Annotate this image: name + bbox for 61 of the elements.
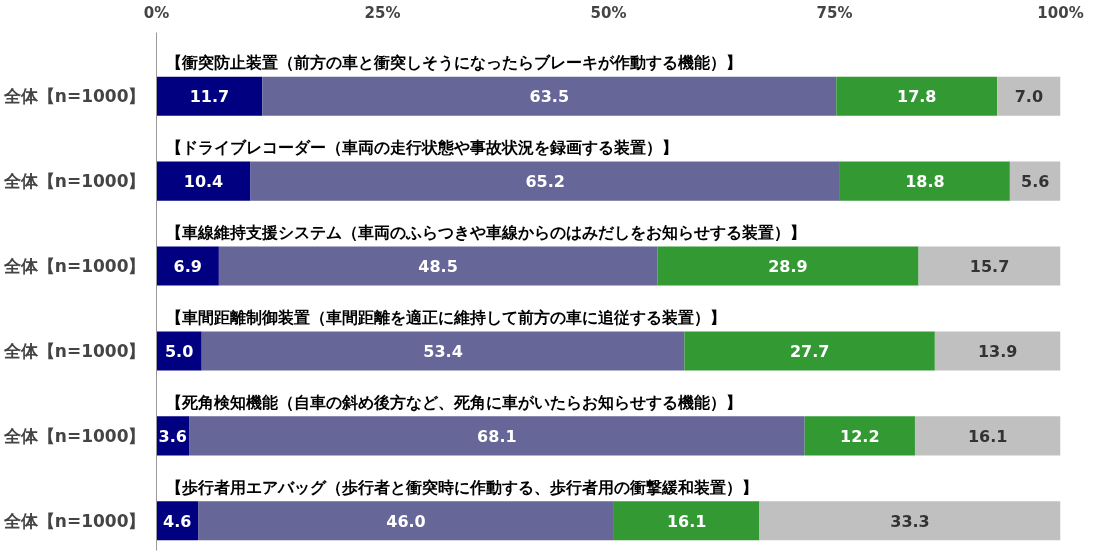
annotation: 【死角検知機能（自車の斜め後方など、死角に車がいたらお知らせする機能）】 xyxy=(165,393,742,413)
annotation: 【車線維持支援システム（車両のふらつきや車線からのはみだしをお知らせする装置）】 xyxy=(165,223,806,243)
bar xyxy=(156,161,251,201)
data-label: 33.3 xyxy=(890,511,930,531)
data-label: 10.4 xyxy=(183,172,224,192)
bar xyxy=(997,76,1061,116)
x-tick-label: 75% xyxy=(816,3,853,22)
bar xyxy=(613,501,760,541)
bar xyxy=(918,246,1061,286)
x-tick-label: 25% xyxy=(364,3,401,22)
data-label: 13.9 xyxy=(977,341,1018,361)
data-label: 5.0 xyxy=(164,341,194,361)
data-label: 48.5 xyxy=(418,257,458,277)
data-label: 46.0 xyxy=(386,511,426,531)
bar xyxy=(201,331,685,371)
data-label: 65.2 xyxy=(525,172,565,192)
annotation: 【ドライブレコーダー（車両の走行状態や事故状況を録画する装置）】 xyxy=(165,138,678,158)
annotation: 【歩行者用エアバッグ（歩行者と衝突時に作動する、歩行者用の衝撃緩和装置）】 xyxy=(165,478,758,497)
bar xyxy=(914,416,1061,456)
data-label: 3.6 xyxy=(158,426,187,446)
data-label: 7.0 xyxy=(1014,87,1044,107)
bar xyxy=(198,501,614,541)
data-label: 6.9 xyxy=(173,257,202,277)
data-label: 11.7 xyxy=(189,87,230,107)
data-label: 53.4 xyxy=(423,341,463,361)
bar xyxy=(684,331,935,371)
bar xyxy=(156,246,219,286)
y-tick-label: 全体【n=1000】 xyxy=(2,510,146,531)
data-label: 28.9 xyxy=(768,257,808,277)
bar xyxy=(156,76,263,116)
data-label: 17.8 xyxy=(897,87,937,107)
data-label: 27.7 xyxy=(789,341,830,361)
data-label: 4.6 xyxy=(163,511,192,531)
bar xyxy=(250,161,840,201)
bar xyxy=(657,246,919,286)
x-tick-label: 100% xyxy=(1037,3,1084,22)
x-tick-label: 50% xyxy=(590,3,627,22)
annotation: 【衝突防止装置（前方の車と衝突しそうになったらブレーキが作動する機能）】 xyxy=(165,53,742,73)
data-label: 16.1 xyxy=(666,511,707,531)
bar xyxy=(836,76,998,116)
bar xyxy=(262,76,837,116)
y-tick-label: 全体【n=1000】 xyxy=(2,340,146,361)
annotation: 【車間距離制御装置（車間距離を適正に維持して前方の車に追従する装置）】 xyxy=(165,308,726,328)
bar xyxy=(189,416,805,456)
bar xyxy=(839,161,1010,201)
bar xyxy=(934,331,1061,371)
data-label: 16.1 xyxy=(967,426,1008,446)
x-tick-label: 0% xyxy=(143,3,170,22)
data-label: 68.1 xyxy=(477,426,517,446)
bar xyxy=(759,501,1061,541)
y-tick-label: 全体【n=1000】 xyxy=(2,425,146,446)
data-label: 18.8 xyxy=(905,172,945,192)
y-tick-label: 全体【n=1000】 xyxy=(2,171,146,192)
data-label: 63.5 xyxy=(529,87,570,107)
bar xyxy=(218,246,658,286)
data-label: 5.6 xyxy=(1021,172,1050,192)
data-label: 12.2 xyxy=(840,426,880,446)
y-tick-label: 全体【n=1000】 xyxy=(2,256,146,277)
bar xyxy=(804,416,915,456)
y-tick-label: 全体【n=1000】 xyxy=(2,86,146,107)
data-label: 15.7 xyxy=(969,257,1010,277)
